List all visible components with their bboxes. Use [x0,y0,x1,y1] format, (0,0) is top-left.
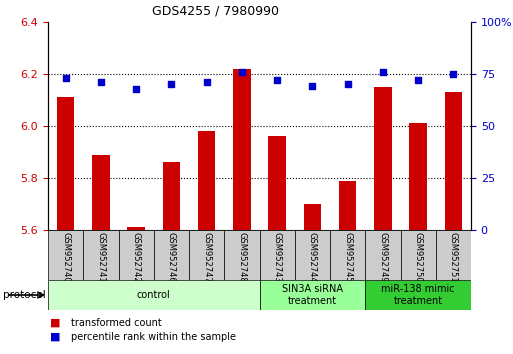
Bar [233,69,251,230]
Bar [57,97,74,230]
Text: GSM952744: GSM952744 [308,232,317,282]
Text: ■: ■ [50,332,61,342]
Point [203,80,211,85]
Text: transformed count: transformed count [70,318,161,328]
Point [97,80,105,85]
Bar [436,230,471,280]
Bar [260,280,365,310]
Bar [48,230,83,280]
Point [308,84,317,89]
Text: GSM952751: GSM952751 [449,232,458,282]
Bar [295,230,330,280]
Point [62,75,70,81]
Point [414,78,422,83]
Point [238,69,246,75]
Bar [163,162,180,230]
Text: GSM952746: GSM952746 [167,232,176,282]
Bar [365,230,401,280]
Text: control: control [137,290,171,300]
Bar [189,230,224,280]
Point [344,81,352,87]
Bar [374,87,392,230]
Bar [224,230,260,280]
Bar [92,155,110,230]
Bar [409,124,427,230]
Point [379,69,387,75]
Text: GSM952740: GSM952740 [61,232,70,282]
Text: GSM952745: GSM952745 [343,232,352,282]
Bar [330,230,365,280]
Point [132,86,140,91]
Text: GSM952749: GSM952749 [379,232,387,282]
Text: ■: ■ [50,318,61,328]
Bar [445,92,462,230]
Text: percentile rank within the sample: percentile rank within the sample [70,332,235,342]
Text: GDS4255 / 7980990: GDS4255 / 7980990 [152,5,279,18]
Bar [119,230,154,280]
Bar [268,136,286,230]
Text: GSM952750: GSM952750 [413,232,423,282]
Text: GSM952743: GSM952743 [272,232,282,282]
Text: GSM952742: GSM952742 [132,232,141,282]
Point [167,81,175,87]
Text: miR-138 mimic
treatment: miR-138 mimic treatment [381,284,455,306]
Bar [127,227,145,230]
Bar [304,204,321,230]
Text: protocol: protocol [3,290,45,300]
Text: GSM952747: GSM952747 [202,232,211,282]
Bar [48,280,260,310]
Text: GSM952741: GSM952741 [96,232,105,282]
Text: SIN3A siRNA
treatment: SIN3A siRNA treatment [282,284,343,306]
Bar [401,230,436,280]
Text: GSM952748: GSM952748 [238,232,246,282]
Bar [260,230,295,280]
Bar [365,280,471,310]
Bar [83,230,119,280]
Point [273,78,281,83]
Bar [154,230,189,280]
Point [449,71,458,77]
Bar [198,131,215,230]
Bar [339,181,357,230]
